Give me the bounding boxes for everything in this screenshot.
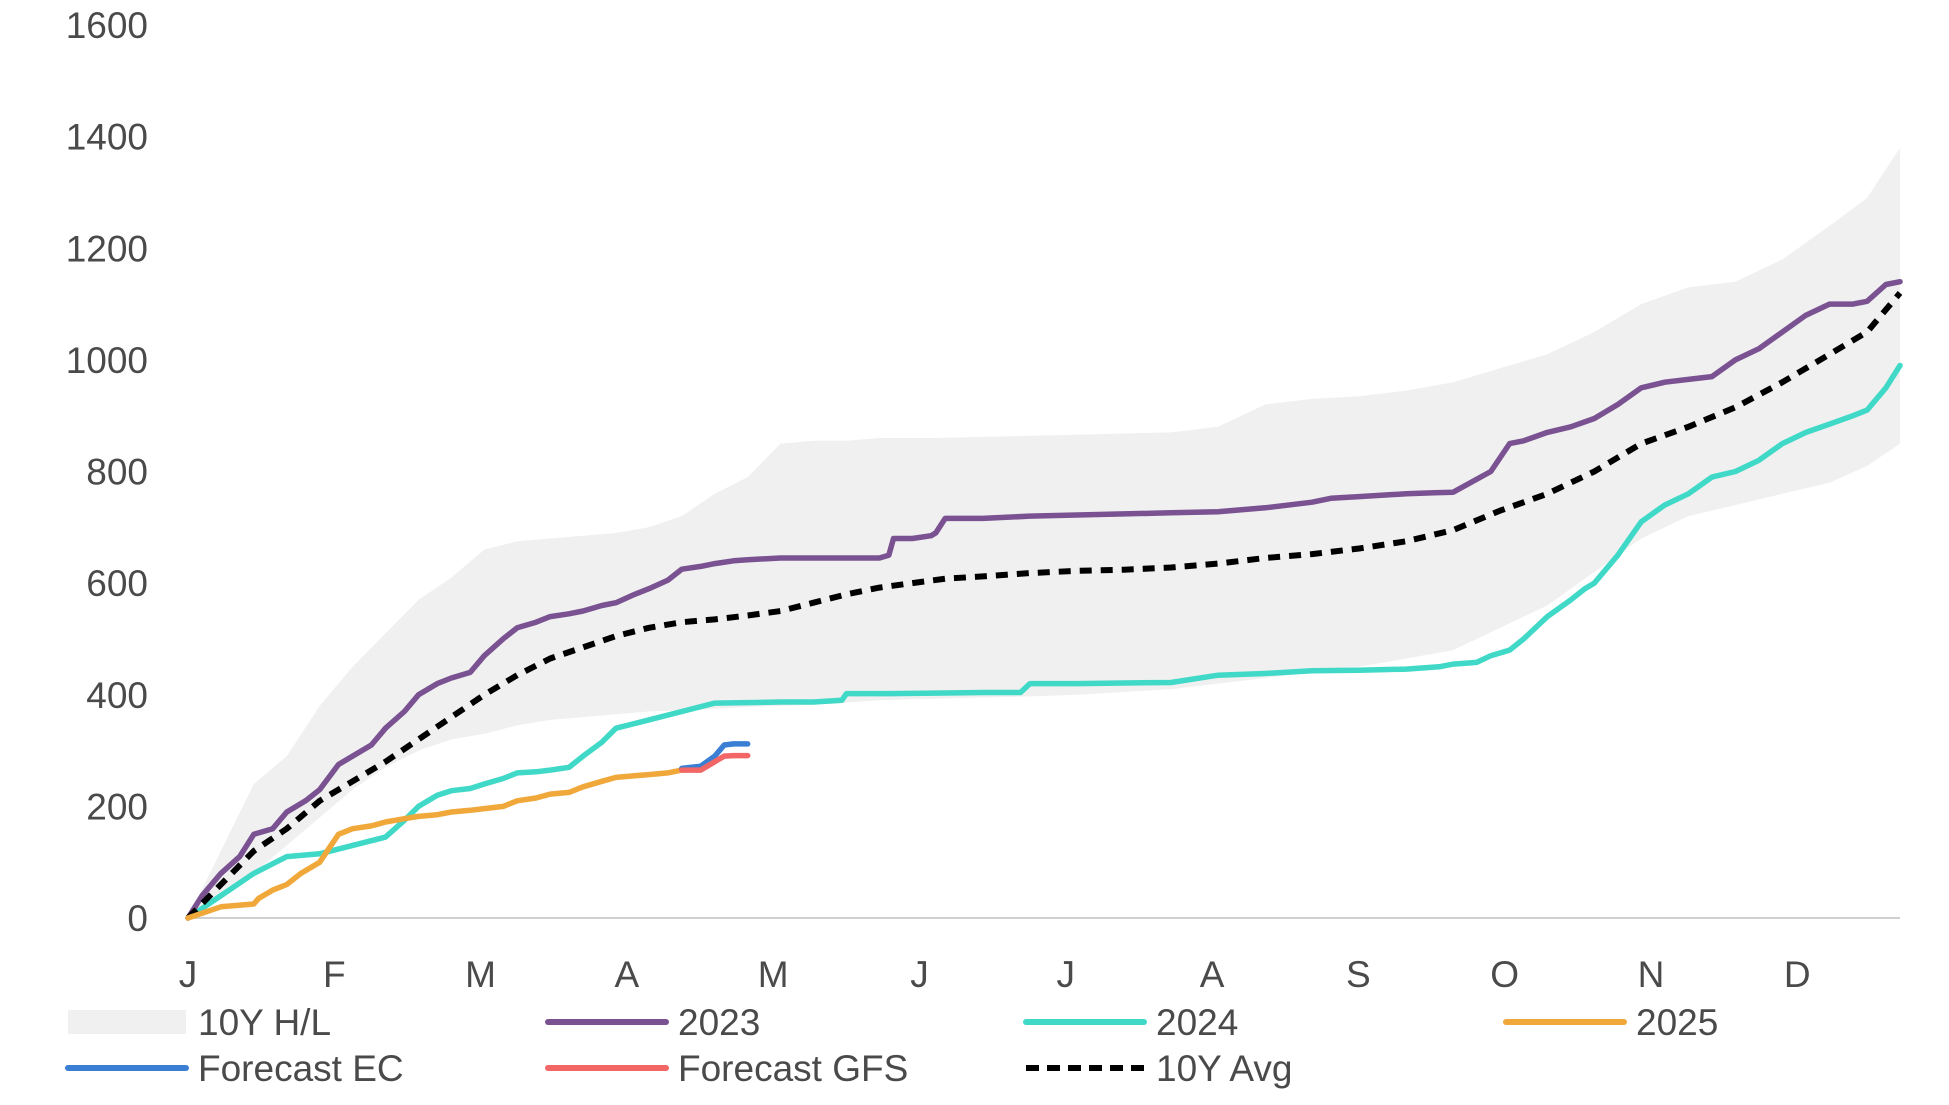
- legend-swatch-10y-h-l: [68, 1010, 186, 1034]
- y-tick-label: 1200: [66, 228, 148, 269]
- series-line-10y-avg: [185, 290, 1903, 921]
- legend-label-2025: 2025: [1636, 1002, 1718, 1043]
- series-line-2023: [185, 278, 1903, 921]
- legend-label-2024: 2024: [1156, 1002, 1238, 1043]
- y-tick-label: 600: [86, 563, 148, 604]
- x-tick-label: N: [1638, 954, 1665, 995]
- x-tick-label: M: [465, 954, 496, 995]
- legend-label-10y-avg: 10Y Avg: [1156, 1048, 1293, 1089]
- legend-label-forecast-ec: Forecast EC: [198, 1048, 404, 1089]
- y-tick-label: 400: [86, 675, 148, 716]
- series-line-forecast-gfs: [679, 752, 751, 773]
- y-tick-label: 1600: [66, 5, 148, 46]
- series-line-2024: [185, 362, 1903, 921]
- x-tick-label: J: [1057, 954, 1076, 995]
- legend-label-forecast-gfs: Forecast GFS: [678, 1048, 908, 1089]
- y-tick-label: 800: [86, 452, 148, 493]
- x-tick-label: S: [1346, 954, 1371, 995]
- legend-label-2023: 2023: [678, 1002, 760, 1043]
- x-tick-label: O: [1490, 954, 1519, 995]
- x-tick-label: F: [323, 954, 346, 995]
- x-tick-label: J: [179, 954, 198, 995]
- y-tick-label: 0: [127, 898, 148, 939]
- x-tick-label: A: [615, 954, 640, 995]
- series-line-forecast-ec: [679, 741, 751, 772]
- legend-label-10y-h-l: 10Y H/L: [198, 1002, 331, 1043]
- y-tick-label: 200: [86, 786, 148, 827]
- x-tick-label: M: [758, 954, 789, 995]
- band-10y-high-low: [188, 147, 1900, 919]
- y-tick-label: 1400: [66, 117, 148, 158]
- x-tick-label: J: [910, 954, 929, 995]
- series-line-2025: [185, 765, 704, 921]
- x-tick-label: A: [1200, 954, 1225, 995]
- y-tick-label: 1000: [66, 340, 148, 381]
- x-tick-label: D: [1784, 954, 1811, 995]
